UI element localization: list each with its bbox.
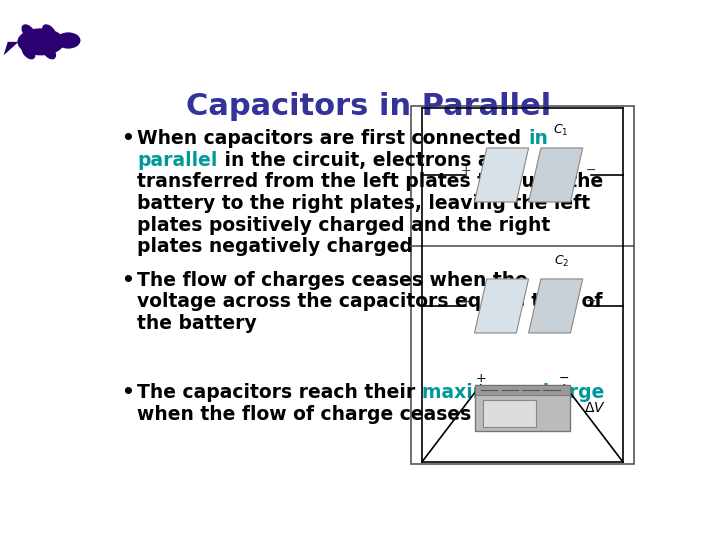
FancyBboxPatch shape <box>475 385 570 431</box>
Text: •: • <box>121 271 134 289</box>
Text: transferred from the left plates through the: transferred from the left plates through… <box>138 172 603 192</box>
Text: •: • <box>121 383 134 402</box>
Text: The capacitors reach their: The capacitors reach their <box>138 383 422 402</box>
Text: $C_2$: $C_2$ <box>554 253 569 268</box>
Text: $\Delta V$: $\Delta V$ <box>584 401 606 415</box>
Text: −: − <box>559 372 570 385</box>
Text: plates positively charged and the right: plates positively charged and the right <box>138 216 551 235</box>
Polygon shape <box>528 148 582 202</box>
Polygon shape <box>4 42 19 56</box>
Text: −: − <box>586 295 596 308</box>
Polygon shape <box>474 148 528 202</box>
Text: when the flow of charge ceases: when the flow of charge ceases <box>138 404 472 423</box>
Ellipse shape <box>57 33 80 48</box>
Text: −: − <box>586 164 596 177</box>
Text: +: + <box>475 372 486 385</box>
Ellipse shape <box>43 45 55 59</box>
Text: The flow of charges ceases when the: The flow of charges ceases when the <box>138 271 528 289</box>
Text: in the circuit, electrons are: in the circuit, electrons are <box>218 151 513 170</box>
Text: battery to the right plates, leaving the left: battery to the right plates, leaving the… <box>138 194 590 213</box>
Ellipse shape <box>22 25 35 38</box>
Text: When capacitors are first connected: When capacitors are first connected <box>138 129 528 149</box>
Text: parallel: parallel <box>138 151 218 170</box>
Text: +: + <box>461 164 472 177</box>
Text: voltage across the capacitors equals that of: voltage across the capacitors equals tha… <box>138 292 603 311</box>
Text: in: in <box>528 129 548 149</box>
FancyBboxPatch shape <box>483 400 536 427</box>
Text: +: + <box>461 295 472 308</box>
Text: the battery: the battery <box>138 314 257 333</box>
Text: $C_1$: $C_1$ <box>554 123 569 138</box>
Ellipse shape <box>22 45 35 59</box>
FancyBboxPatch shape <box>475 385 570 395</box>
Text: plates negatively charged: plates negatively charged <box>138 238 413 256</box>
Text: •: • <box>121 129 134 149</box>
Text: Capacitors in Parallel: Capacitors in Parallel <box>186 92 552 121</box>
Text: maximum charge: maximum charge <box>422 383 605 402</box>
Ellipse shape <box>43 25 55 38</box>
Polygon shape <box>528 279 582 333</box>
Ellipse shape <box>18 29 63 55</box>
Bar <box>411 106 634 464</box>
Polygon shape <box>474 279 528 333</box>
